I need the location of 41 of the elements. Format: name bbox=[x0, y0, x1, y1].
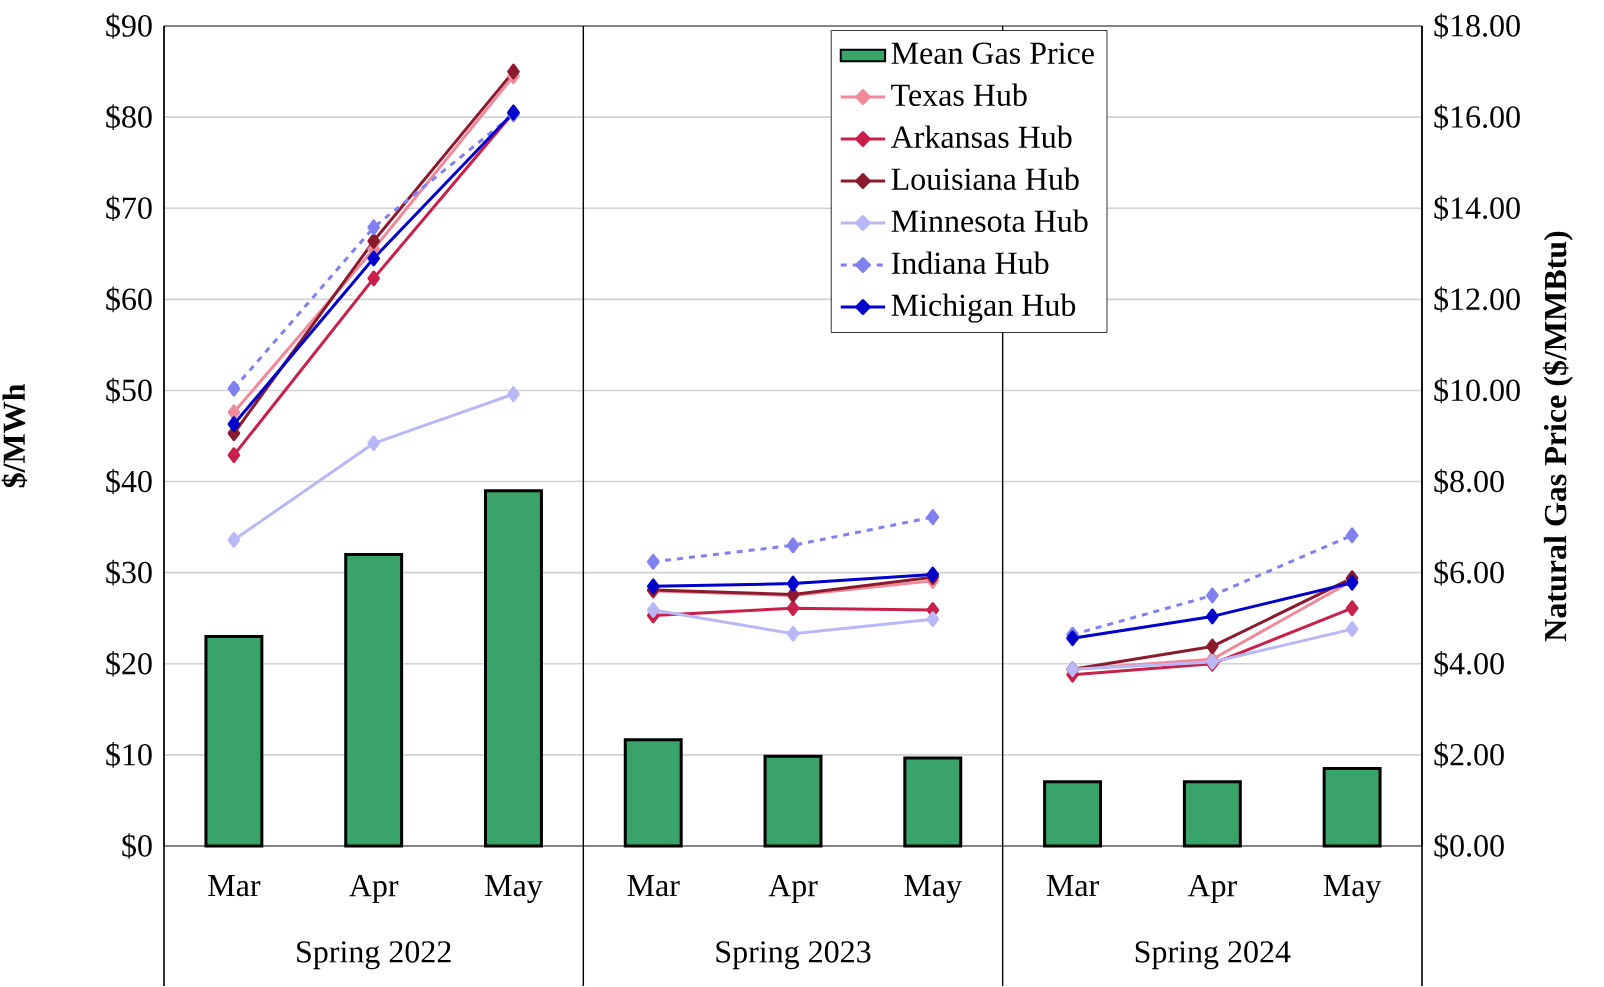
y2-tick-label: $10.00 bbox=[1434, 377, 1520, 404]
x-tick-label: May bbox=[1323, 875, 1382, 903]
legend-label: Indiana Hub bbox=[891, 251, 1049, 275]
text: Spring 2024 bbox=[1135, 941, 1291, 970]
y2-tick-label: $12.00 bbox=[1434, 286, 1520, 313]
x-tick-label: May bbox=[904, 875, 962, 903]
y-tick-label: $0 bbox=[122, 833, 152, 859]
x-tick-label: Mar bbox=[1046, 875, 1099, 897]
y2-tick-label: $16.00 bbox=[1434, 104, 1520, 130]
legend-label: Minnesota Hub bbox=[891, 209, 1088, 233]
x-tick-label: Apr bbox=[768, 875, 818, 903]
legend-label: Louisiana Hub bbox=[891, 167, 1079, 191]
y2-tick-label: $6.00 bbox=[1434, 559, 1504, 586]
legend-label: Arkansas Hub bbox=[890, 125, 1072, 149]
legend-label: Texas Hub bbox=[891, 83, 1027, 107]
y-tick-label: $20 bbox=[106, 650, 152, 677]
x-tick-label: Apr bbox=[349, 875, 399, 903]
text: Spring 2022 bbox=[297, 941, 451, 970]
y-tick-label: $30 bbox=[106, 559, 152, 586]
y2-tick-label: $8.00 bbox=[1434, 468, 1504, 495]
y2-tick-label: $4.00 bbox=[1434, 650, 1504, 677]
y-tick-label: $80 bbox=[106, 104, 152, 130]
y2-axis-title: Natural Gas Price ($/MMBtu) bbox=[1542, 231, 1573, 642]
y-tick-label: $70 bbox=[106, 195, 152, 222]
y-axis-title: $/MWh bbox=[1, 384, 28, 488]
text: Spring 2023 bbox=[716, 941, 871, 970]
x-tick-label: May bbox=[485, 875, 543, 903]
y2-tick-label: $0.00 bbox=[1434, 833, 1504, 859]
y-tick-label: $50 bbox=[106, 377, 152, 404]
y2-tick-label: $2.00 bbox=[1434, 742, 1504, 768]
y-tick-label: $10 bbox=[106, 742, 152, 768]
x-tick-label: Mar bbox=[627, 875, 680, 897]
y-tick-label: $40 bbox=[106, 468, 152, 495]
x-tick-label: Mar bbox=[208, 875, 261, 897]
x-tick-label: Apr bbox=[1187, 875, 1237, 903]
legend-label: Mean Gas Price bbox=[891, 42, 1094, 65]
y-tick-label: $90 bbox=[106, 13, 152, 39]
y2-tick-label: $18.00 bbox=[1434, 13, 1520, 39]
legend-label: Michigan Hub bbox=[891, 293, 1076, 323]
y-tick-label: $60 bbox=[106, 286, 152, 313]
y2-tick-label: $14.00 bbox=[1434, 195, 1520, 222]
